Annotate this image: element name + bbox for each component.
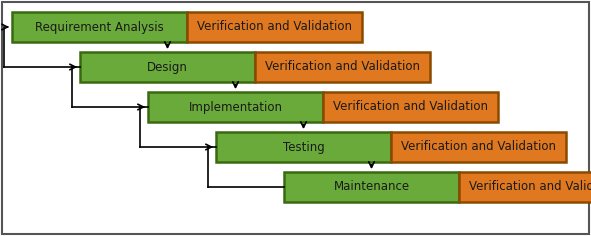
Text: Requirement Analysis: Requirement Analysis bbox=[35, 21, 164, 34]
Text: Testing: Testing bbox=[282, 140, 324, 153]
Text: Verification and Validation: Verification and Validation bbox=[333, 101, 488, 114]
Bar bbox=[216, 132, 391, 162]
Bar bbox=[148, 92, 323, 122]
Bar bbox=[12, 12, 187, 42]
Text: Maintenance: Maintenance bbox=[333, 181, 410, 194]
Bar bbox=[255, 52, 430, 82]
Bar bbox=[80, 52, 255, 82]
Text: Design: Design bbox=[147, 60, 188, 73]
Bar bbox=[391, 132, 566, 162]
Text: Implementation: Implementation bbox=[189, 101, 282, 114]
Bar bbox=[187, 12, 362, 42]
Text: Verification and Validation: Verification and Validation bbox=[469, 181, 591, 194]
Bar bbox=[459, 172, 591, 202]
Bar bbox=[323, 92, 498, 122]
Text: Verification and Validation: Verification and Validation bbox=[197, 21, 352, 34]
Text: Verification and Validation: Verification and Validation bbox=[401, 140, 556, 153]
Bar bbox=[284, 172, 459, 202]
Text: Verification and Validation: Verification and Validation bbox=[265, 60, 420, 73]
